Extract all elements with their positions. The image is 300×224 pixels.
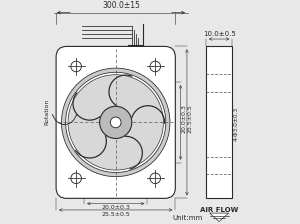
Circle shape bbox=[150, 61, 160, 72]
Text: AIR FLOW: AIR FLOW bbox=[200, 207, 238, 213]
Circle shape bbox=[71, 61, 81, 72]
Text: 10.0±0.5: 10.0±0.5 bbox=[203, 31, 236, 37]
Polygon shape bbox=[210, 213, 229, 222]
Text: 25.5±0.5: 25.5±0.5 bbox=[188, 104, 193, 133]
Text: 4-Φ3.0±0.3: 4-Φ3.0±0.3 bbox=[233, 107, 238, 141]
FancyBboxPatch shape bbox=[56, 46, 175, 198]
Circle shape bbox=[150, 173, 160, 184]
Circle shape bbox=[61, 68, 170, 177]
Circle shape bbox=[100, 106, 132, 138]
Bar bbox=[206, 46, 232, 198]
Circle shape bbox=[71, 173, 81, 184]
Circle shape bbox=[110, 117, 121, 128]
Text: Unit:mm: Unit:mm bbox=[173, 215, 203, 220]
Text: 25.5±0.5: 25.5±0.5 bbox=[101, 212, 130, 217]
Circle shape bbox=[68, 75, 164, 170]
Text: 300.0±15: 300.0±15 bbox=[102, 1, 140, 10]
Text: 20.0±0.3: 20.0±0.3 bbox=[182, 104, 187, 133]
Circle shape bbox=[66, 72, 166, 172]
Text: Rotation: Rotation bbox=[45, 99, 50, 125]
Text: 20.0±0.3: 20.0±0.3 bbox=[101, 205, 130, 210]
